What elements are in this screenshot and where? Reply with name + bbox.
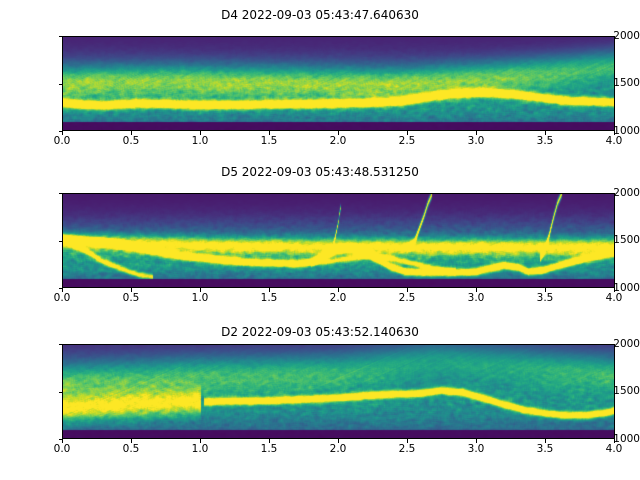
ytick-label-d5-1000: 1000 bbox=[613, 282, 640, 294]
ytick-label-d4-2000: 2000 bbox=[613, 30, 640, 42]
xticks-d2-label-4: 2.0 bbox=[329, 443, 347, 455]
xticks-d5-mark-7 bbox=[545, 288, 546, 292]
xticks-d5-label-8: 4.0 bbox=[605, 292, 623, 304]
ytick-label-d5-1500: 1500 bbox=[613, 234, 640, 246]
xticks-d2-label-8: 4.0 bbox=[605, 443, 623, 455]
xticks-d4-label-5: 2.5 bbox=[398, 135, 416, 147]
xticks-d2-mark-3 bbox=[269, 439, 270, 443]
xticks-d2-mark-2 bbox=[200, 439, 201, 443]
xticks-d4-mark-6 bbox=[476, 131, 477, 135]
xticks-d4-label-4: 2.0 bbox=[329, 135, 347, 147]
spectrogram-panel-d2: D2 2022-09-03 05:43:52.140630 2000 1500 … bbox=[0, 320, 640, 480]
panel-title-d2: D2 2022-09-03 05:43:52.140630 bbox=[221, 325, 419, 339]
xticks-d5-label-2: 1.0 bbox=[191, 292, 209, 304]
xticks-d2-mark-8 bbox=[614, 439, 615, 443]
panel-title-d4: D4 2022-09-03 05:43:47.640630 bbox=[221, 8, 419, 22]
axes-d5 bbox=[62, 193, 615, 288]
xticks-d2-mark-4 bbox=[338, 439, 339, 443]
axes-d2 bbox=[62, 344, 615, 439]
xticks-d2-label-5: 2.5 bbox=[398, 443, 416, 455]
xticks-d5-mark-5 bbox=[407, 288, 408, 292]
xticks-d5-label-4: 2.0 bbox=[329, 292, 347, 304]
xticks-d2-mark-7 bbox=[545, 439, 546, 443]
xticks-d2-label-2: 1.0 bbox=[191, 443, 209, 455]
xticks-d4-mark-0 bbox=[62, 131, 63, 135]
xticks-d2-mark-6 bbox=[476, 439, 477, 443]
xticks-d2-label-6: 3.0 bbox=[467, 443, 485, 455]
xticks-d5-label-7: 3.5 bbox=[536, 292, 554, 304]
xticks-d5-mark-0 bbox=[62, 288, 63, 292]
xticks-d4-label-6: 3.0 bbox=[467, 135, 485, 147]
spectrogram-image-d5 bbox=[63, 194, 614, 287]
spectrogram-panel-d5: D5 2022-09-03 05:43:48.531250 2000 1500 … bbox=[0, 160, 640, 320]
xticks-d2-label-1: 0.5 bbox=[122, 443, 140, 455]
xticks-d2-mark-5 bbox=[407, 439, 408, 443]
ytick-mark-d2-1000 bbox=[58, 439, 62, 440]
xticks-d5-label-1: 0.5 bbox=[122, 292, 140, 304]
ytick-label-d5-2000: 2000 bbox=[613, 187, 640, 199]
xticks-d4-label-3: 1.5 bbox=[260, 135, 278, 147]
ytick-mark-d5-2000 bbox=[58, 193, 62, 194]
ytick-mark-d5-1000 bbox=[58, 288, 62, 289]
xticks-d4-label-0: 0.0 bbox=[53, 135, 71, 147]
xticks-d5-label-5: 2.5 bbox=[398, 292, 416, 304]
xticks-d5-mark-1 bbox=[131, 288, 132, 292]
xticks-d4-mark-2 bbox=[200, 131, 201, 135]
spectrogram-panel-d4: D4 2022-09-03 05:43:47.640630 2000 1500 … bbox=[0, 0, 640, 160]
xticks-d2-label-3: 1.5 bbox=[260, 443, 278, 455]
xticks-d4-label-7: 3.5 bbox=[536, 135, 554, 147]
xticks-d4-mark-1 bbox=[131, 131, 132, 135]
xticks-d4-mark-3 bbox=[269, 131, 270, 135]
ytick-mark-d4-1500 bbox=[58, 83, 62, 85]
spectrogram-image-d2 bbox=[63, 345, 614, 438]
ytick-mark-d5-1500 bbox=[58, 240, 62, 242]
spectrogram-image-d4 bbox=[63, 37, 614, 130]
xticks-d5-label-6: 3.0 bbox=[467, 292, 485, 304]
ytick-mark-d4-2000 bbox=[58, 36, 62, 37]
xticks-d2-mark-1 bbox=[131, 439, 132, 443]
ytick-label-d4-1500: 1500 bbox=[613, 77, 640, 89]
xticks-d5-mark-6 bbox=[476, 288, 477, 292]
ytick-label-d2-1000: 1000 bbox=[613, 433, 640, 445]
xticks-d4-mark-4 bbox=[338, 131, 339, 135]
xticks-d4-mark-8 bbox=[614, 131, 615, 135]
xticks-d5-mark-4 bbox=[338, 288, 339, 292]
xticks-d2-label-7: 3.5 bbox=[536, 443, 554, 455]
xticks-d5-label-0: 0.0 bbox=[53, 292, 71, 304]
ytick-mark-d4-1000 bbox=[58, 131, 62, 132]
xticks-d2-mark-0 bbox=[62, 439, 63, 443]
xticks-d5-mark-8 bbox=[614, 288, 615, 292]
xticks-d2-label-0: 0.0 bbox=[53, 443, 71, 455]
xticks-d4-mark-5 bbox=[407, 131, 408, 135]
xticks-d5-label-3: 1.5 bbox=[260, 292, 278, 304]
ytick-mark-d2-2000 bbox=[58, 344, 62, 345]
ytick-label-d4-1000: 1000 bbox=[613, 125, 640, 137]
xticks-d4-label-1: 0.5 bbox=[122, 135, 140, 147]
ytick-label-d2-1500: 1500 bbox=[613, 385, 640, 397]
xticks-d4-label-8: 4.0 bbox=[605, 135, 623, 147]
xticks-d5-mark-3 bbox=[269, 288, 270, 292]
xticks-d4-label-2: 1.0 bbox=[191, 135, 209, 147]
axes-d4 bbox=[62, 36, 615, 131]
ytick-mark-d2-1500 bbox=[58, 391, 62, 393]
xticks-d4-mark-7 bbox=[545, 131, 546, 135]
xticks-d5-mark-2 bbox=[200, 288, 201, 292]
panel-title-d5: D5 2022-09-03 05:43:48.531250 bbox=[221, 165, 419, 179]
ytick-label-d2-2000: 2000 bbox=[613, 338, 640, 350]
